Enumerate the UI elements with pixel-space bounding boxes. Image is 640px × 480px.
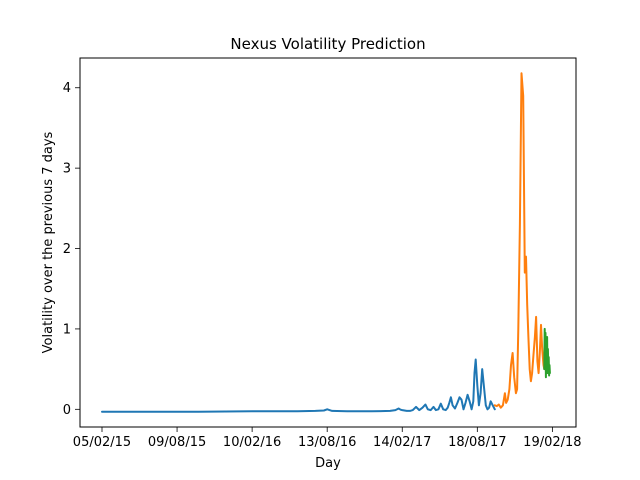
x-tick-label: 05/02/15 bbox=[73, 435, 131, 450]
y-tick-label: 3 bbox=[63, 162, 71, 177]
plot-frame bbox=[79, 57, 577, 428]
x-tick-label: 10/02/16 bbox=[223, 435, 281, 450]
x-tick-label: 14/02/17 bbox=[373, 435, 431, 450]
x-tick-label: 18/08/17 bbox=[448, 435, 506, 450]
series-line-3 bbox=[543, 327, 551, 379]
y-tick-label: 0 bbox=[63, 403, 71, 418]
x-axis-title: Day bbox=[315, 456, 341, 471]
x-tick-label: 13/08/16 bbox=[298, 435, 356, 450]
y-axis-title: Volatility over the previous 7 days bbox=[41, 131, 56, 353]
y-axis-ticks: 0 1 2 3 4 bbox=[63, 81, 80, 418]
y-tick-label: 1 bbox=[63, 322, 71, 337]
y-tick-label: 4 bbox=[63, 81, 71, 96]
x-tick-label: 09/08/15 bbox=[148, 435, 206, 450]
y-tick-label: 2 bbox=[63, 242, 71, 257]
chart-title: Nexus Volatility Prediction bbox=[230, 35, 425, 53]
x-axis-ticks: 05/02/15 09/08/15 10/02/16 13/08/16 14/02/17… bbox=[73, 427, 582, 450]
plot-series bbox=[101, 72, 551, 413]
series-line-1 bbox=[101, 358, 496, 413]
series-line-2 bbox=[493, 72, 546, 409]
x-tick-label: 19/02/18 bbox=[523, 435, 581, 450]
